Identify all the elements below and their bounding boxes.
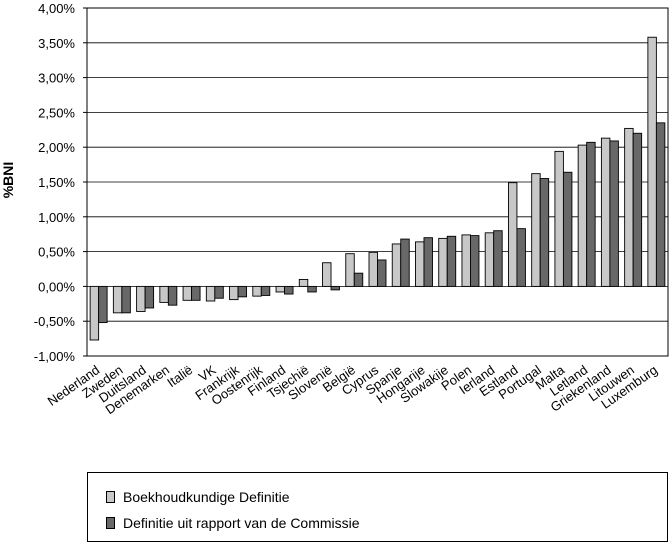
bar-accounting (252, 285, 262, 297)
bar-accounting (438, 237, 448, 287)
legend-swatch-dark (106, 517, 115, 529)
bar-accounting (368, 251, 378, 287)
bar-commission (516, 228, 526, 287)
bar-accounting (136, 285, 146, 312)
bar-commission (562, 171, 573, 287)
bar-accounting (415, 241, 425, 287)
bar-accounting (461, 234, 471, 287)
bar-accounting (275, 285, 285, 293)
y-tick-labels: -1,00% -0,50% 0,00% 0,50% 1,00% 1,50% 2,00% 2,5… (34, 1, 76, 364)
y-tick-label: 4,00% (38, 1, 75, 16)
y-tick-label: 0,00% (38, 279, 75, 294)
legend-label: Boekhoudkundige Definitie (123, 489, 290, 505)
bar-accounting (182, 285, 193, 301)
bar-accounting (298, 278, 309, 287)
category-labels: NederlandZwedenDuitslandDenemarkenItalië… (45, 362, 661, 417)
legend-item-commission: Definitie uit rapport van de Commissie (106, 515, 360, 531)
bar-accounting (391, 243, 402, 287)
y-tick-label: 3,00% (38, 71, 75, 86)
bar-commission (655, 122, 666, 287)
bar-accounting (112, 285, 123, 314)
y-tick-label: 2,00% (38, 140, 75, 155)
bar-chart: -1,00% -0,50% 0,00% 0,50% 1,00% 1,50% 2,00% 2,5… (0, 1, 669, 417)
y-tick-label: 0,50% (38, 245, 75, 260)
bar-accounting (89, 285, 100, 341)
y-tick-label: 1,50% (38, 175, 75, 190)
legend-label: Definitie uit rapport van de Commissie (123, 515, 360, 531)
bar-commission (307, 285, 317, 293)
bar-commission (98, 285, 108, 324)
y-axis-label: %BNI (0, 162, 16, 199)
bar-commission (493, 230, 503, 287)
bar-accounting (600, 137, 611, 287)
bar-accounting (345, 253, 355, 287)
plot-frame (86, 7, 669, 357)
bars (89, 36, 666, 341)
bar-accounting (554, 150, 564, 287)
bar-commission (446, 235, 457, 287)
bar-accounting (205, 285, 216, 302)
bar-accounting (577, 144, 588, 287)
y-tick-label: -1,00% (34, 349, 76, 364)
bar-accounting (531, 173, 541, 287)
bar-commission (121, 285, 131, 314)
bar-commission (539, 178, 550, 287)
bar-commission (167, 285, 178, 306)
y-tick-label: 2,50% (38, 105, 75, 120)
bar-commission (470, 235, 480, 287)
bar-commission (353, 272, 364, 287)
bar-commission (237, 285, 248, 298)
bar-accounting (229, 285, 239, 301)
category-label: Italië (164, 362, 195, 390)
bar-commission (191, 285, 201, 301)
legend: Boekhoudkundige Definitie Definitie uit … (87, 472, 668, 542)
y-tick-label: -0,50% (34, 314, 76, 329)
y-tick-label: 1,00% (38, 210, 75, 225)
bar-commission (377, 259, 387, 287)
legend-swatch-light (106, 491, 115, 503)
bar-commission (214, 285, 224, 299)
axes (83, 7, 669, 357)
bar-commission (423, 237, 433, 287)
bar-commission (330, 285, 340, 291)
bar-commission (586, 141, 596, 287)
bar-commission (284, 285, 294, 295)
bar-commission (260, 285, 271, 296)
bar-accounting (647, 36, 657, 287)
bar-accounting (624, 127, 634, 287)
legend-item-accounting: Boekhoudkundige Definitie (106, 489, 290, 505)
bar-commission (144, 285, 155, 309)
bar-commission (632, 132, 643, 287)
bar-commission (609, 140, 619, 287)
bar-accounting (507, 182, 518, 287)
bar-accounting (322, 262, 332, 287)
bar-accounting (159, 285, 169, 303)
y-tick-label: 3,50% (38, 36, 75, 51)
bar-accounting (484, 232, 495, 287)
bar-commission (400, 238, 410, 287)
